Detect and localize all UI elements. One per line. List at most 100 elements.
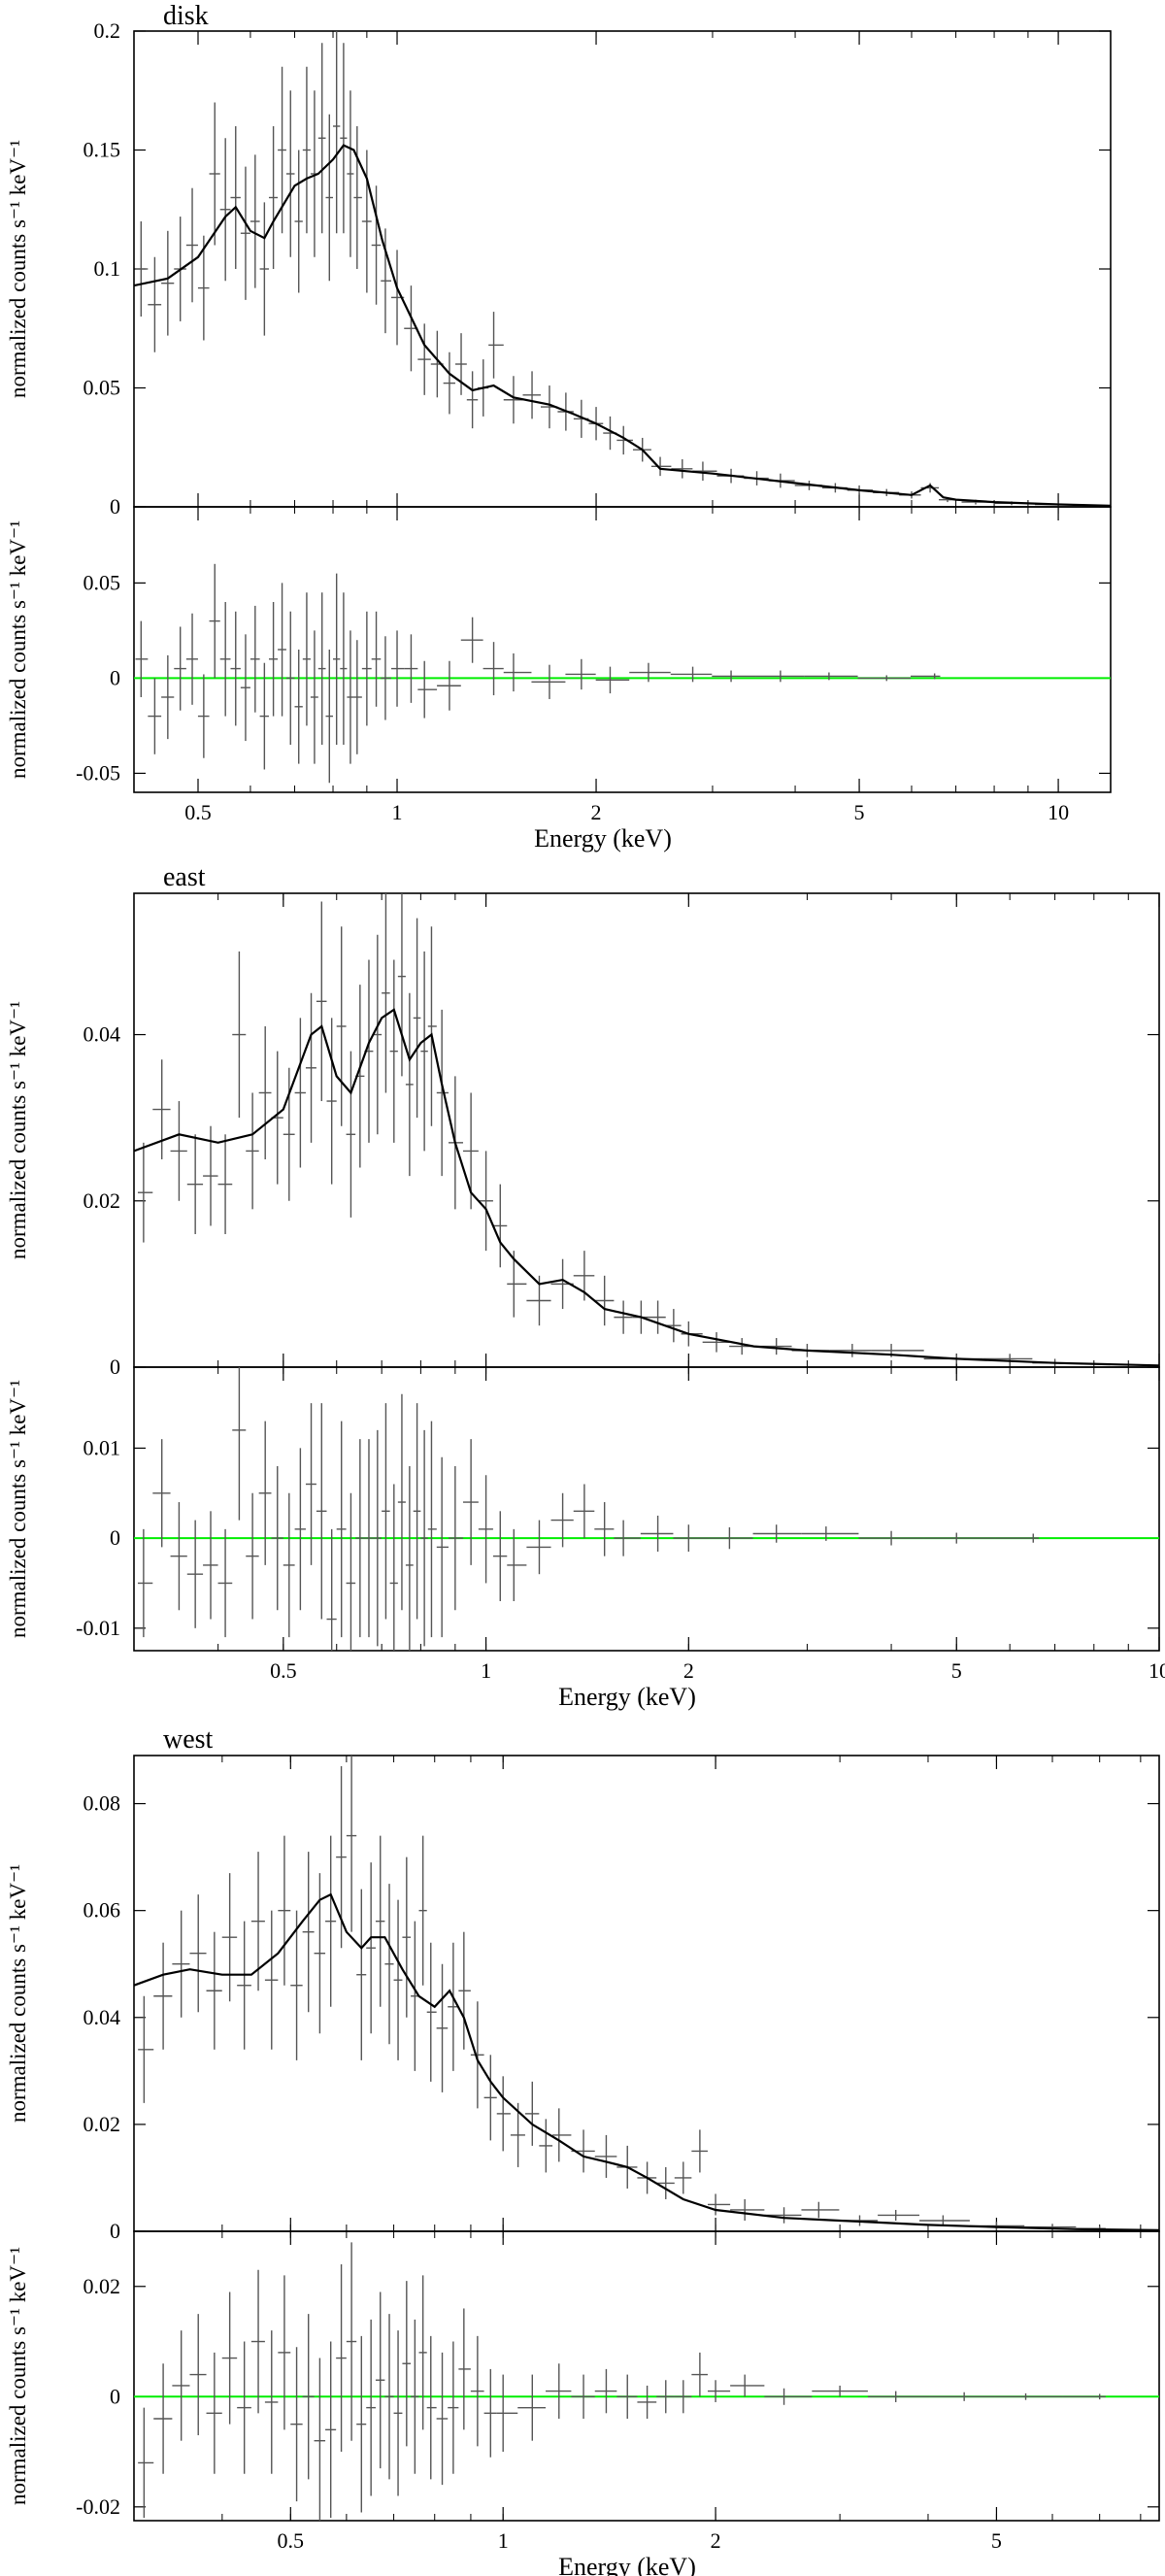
disk-residual-point: [230, 611, 241, 726]
west-spectrum-point: [764, 2207, 802, 2224]
disk-residual-point: [135, 620, 149, 697]
west-residual-point: [153, 2363, 173, 2474]
west-spectrum-ytick-label: 0.08: [83, 1791, 121, 1816]
west-residual-point: [994, 2392, 1063, 2400]
west-residual-point: [637, 2385, 657, 2419]
disk-residual-point: [670, 666, 713, 683]
west-residual-ytick-label: 0.02: [83, 2274, 121, 2298]
east-residual-point: [283, 1492, 295, 1638]
west-residual-point: [546, 2363, 572, 2419]
west-panel-title: west: [163, 1724, 214, 1755]
disk-residual-point: [371, 611, 382, 707]
disk-residual-point: [268, 602, 279, 717]
east-xtick-label: 1: [481, 1658, 491, 1683]
east-residual-point: [294, 1448, 306, 1611]
disk-spectrum-point: [361, 150, 372, 293]
east-xtick-label: 5: [951, 1658, 962, 1683]
east-spectrum-point: [203, 1125, 218, 1226]
disk-residual-point: [185, 613, 198, 705]
west-spectrum-point: [458, 1931, 471, 2050]
east-spectrum-point: [258, 1025, 272, 1159]
east-residual-ytick-label: -0.01: [76, 1616, 120, 1640]
disk-residual-point: [804, 672, 858, 681]
west-spectrum-point: [393, 1899, 403, 2060]
disk-residual-point: [857, 675, 911, 682]
west-spectrum-point: [221, 1873, 238, 2002]
east-residual-point: [232, 1367, 247, 1521]
disk-spectrum-point: [347, 90, 354, 257]
disk-residual-point: [712, 670, 756, 683]
west-spectrum-point: [426, 1942, 437, 2082]
west-residual-point: [470, 2335, 484, 2447]
west-xtick-label: 5: [991, 2528, 1002, 2553]
west-spectrum-point: [539, 2119, 553, 2173]
west-spectrum-point: [470, 2001, 484, 2109]
disk-spectrum-point: [240, 166, 250, 300]
east-residual-point: [246, 1492, 259, 1620]
disk-spectrum-ytick-label: 0.1: [94, 256, 121, 281]
disk-residual-plot-area: [134, 563, 1111, 784]
disk-residual-point: [148, 678, 162, 754]
west-residual-point: [616, 2374, 638, 2419]
east-residual-point: [673, 1524, 710, 1553]
west-spectrum-point: [250, 1852, 265, 1991]
disk-residual-point: [347, 630, 354, 764]
east-residual-point: [550, 1492, 574, 1548]
west-spectrum-point: [172, 1910, 190, 2018]
disk-residual-point: [390, 630, 405, 707]
east-residual-point: [405, 1465, 414, 1651]
disk-spectrum-point: [488, 312, 504, 379]
disk-spectrum-point: [209, 102, 220, 246]
disk-residual-point: [460, 617, 483, 663]
east-spectrum-point: [507, 1251, 527, 1318]
east-residual-point: [137, 1528, 153, 1638]
east-spectrum-point: [427, 926, 437, 1126]
disk-xtick-label: 0.5: [184, 800, 212, 824]
east-spectrum-point: [294, 1018, 306, 1168]
west-residual-point: [264, 2330, 279, 2474]
west-residual-point: [221, 2292, 238, 2425]
west-spectrum-point: [346, 1756, 357, 1932]
west-model-curve: [134, 1892, 1159, 2231]
east-residual-point: [858, 1530, 924, 1546]
west-residual-point: [336, 2264, 347, 2453]
east-spectrum-point: [405, 992, 414, 1177]
disk-xaxis-label: Energy (keV): [534, 824, 672, 853]
west-residual-point: [290, 2347, 303, 2502]
west-residual-point: [237, 2341, 251, 2474]
disk-residual-point: [240, 634, 250, 742]
east-spectrum-point: [397, 893, 406, 1077]
east-spectrum-point: [420, 951, 428, 1152]
disk-residual-point: [250, 605, 260, 713]
west-residual-point: [1062, 2393, 1106, 2400]
disk-spectrum-ytick-label: 0: [110, 494, 120, 519]
disk-residual-point: [197, 674, 210, 758]
disk-residual-point: [161, 654, 175, 740]
east-residual-point: [923, 1532, 995, 1544]
east-residual-point: [389, 1484, 398, 1651]
east-spectrum-yaxis-label: normalized counts s⁻¹ keV⁻¹: [6, 1001, 30, 1259]
disk-residual-point: [219, 602, 231, 717]
west-residual-point: [278, 2275, 291, 2430]
west-residual-yaxis-label: normalized counts s⁻¹ keV⁻¹: [6, 2247, 30, 2505]
disk-model-curve: [134, 144, 1111, 507]
east-residual-point: [436, 1456, 449, 1638]
disk-residual-yaxis-label: normalized counts s⁻¹ keV⁻¹: [6, 520, 30, 779]
east-residual-point: [203, 1511, 218, 1620]
west-residual-point: [375, 2292, 385, 2469]
east-residual-point: [346, 1492, 356, 1651]
disk-spectrum-ytick-label: 0.2: [94, 18, 121, 43]
west-spectrum-point: [138, 1995, 154, 2103]
west-residual-point: [929, 2392, 995, 2401]
disk-spectrum-point: [522, 371, 542, 419]
disk-residual-point: [565, 658, 596, 690]
east-residual-point: [382, 1403, 390, 1620]
west-spectrum-ytick-label: 0: [110, 2219, 120, 2243]
west-residual-point: [366, 2319, 376, 2496]
east-spectrum-point: [478, 1151, 493, 1252]
disk-spectrum-point: [340, 43, 348, 234]
disk-spectrum-point: [230, 126, 241, 269]
west-residual-point: [764, 2388, 813, 2405]
